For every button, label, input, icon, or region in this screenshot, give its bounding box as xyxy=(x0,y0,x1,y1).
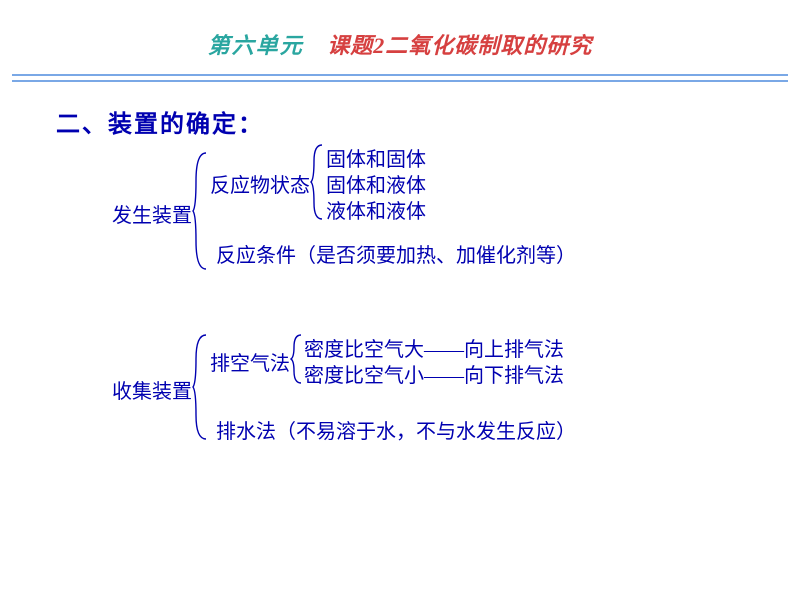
group2-branch1-label: 排空气法 xyxy=(210,347,290,376)
bracket-icon xyxy=(310,143,326,221)
group1-item: 液体和液体 xyxy=(326,195,426,224)
group1-root: 发生装置 xyxy=(112,199,192,228)
bracket-icon xyxy=(290,333,304,385)
group2-root: 收集装置 xyxy=(112,375,192,404)
bracket-icon xyxy=(192,333,210,441)
group2-item: 密度比空气小——向下排气法 xyxy=(304,359,564,388)
page-title: 第六单元 课题2二氧化碳制取的研究 xyxy=(0,0,800,60)
group2-branch2: 排水法（不易溶于水，不与水发生反应） xyxy=(216,415,576,444)
topic-label: 课题2二氧化碳制取的研究 xyxy=(327,33,592,58)
section-heading: 二、装置的确定： xyxy=(56,104,800,139)
group1-item: 固体和固体 xyxy=(326,143,426,172)
group1-branch1-label: 反应物状态 xyxy=(210,169,310,198)
bracket-icon xyxy=(192,151,210,271)
divider-double-line xyxy=(12,74,788,82)
unit-label: 第六单元 xyxy=(208,33,304,58)
group1-branch2: 反应条件（是否须要加热、加催化剂等） xyxy=(216,239,576,268)
group2-item: 密度比空气大——向上排气法 xyxy=(304,333,564,362)
group1-item: 固体和液体 xyxy=(326,169,426,198)
